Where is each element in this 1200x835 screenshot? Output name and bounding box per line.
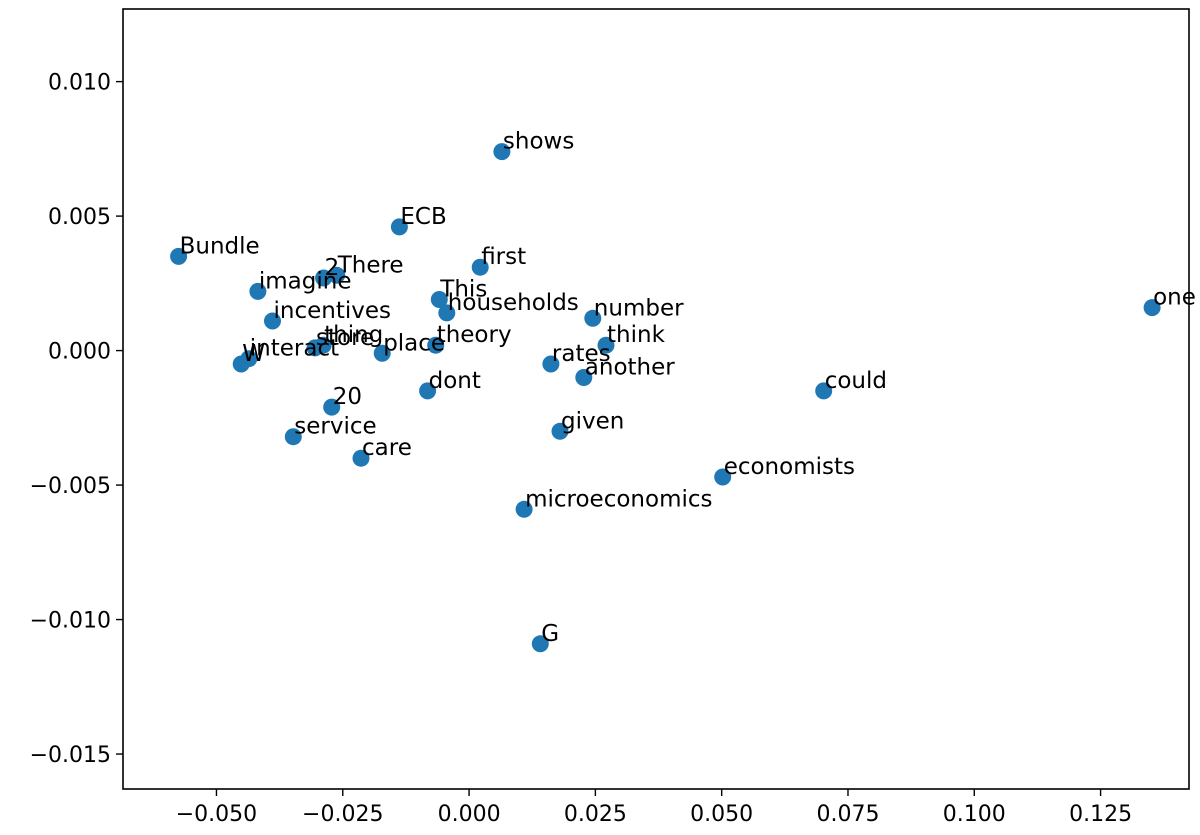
x-tick-label: 0.025 bbox=[564, 802, 627, 827]
point-label-incentives: incentives bbox=[274, 298, 392, 324]
point-w bbox=[232, 355, 250, 373]
point-label-could: could bbox=[825, 368, 887, 394]
point-label-households: households bbox=[448, 290, 579, 316]
point-service bbox=[284, 428, 302, 446]
point-label-ecb: ECB bbox=[400, 204, 446, 230]
point-label-2: 2 bbox=[325, 255, 340, 281]
point-label-shows: shows bbox=[503, 129, 574, 155]
point-store bbox=[306, 339, 324, 357]
point-given bbox=[551, 422, 569, 440]
point-care bbox=[352, 449, 370, 467]
point-label-place: place bbox=[383, 330, 445, 356]
point-label-number: number bbox=[594, 295, 684, 321]
point-label-care: care bbox=[362, 435, 412, 461]
point-label-interact: interact bbox=[250, 336, 339, 362]
point-label-20: 20 bbox=[333, 384, 362, 410]
y-tick-label: −0.005 bbox=[30, 474, 111, 499]
x-tick-label: 0.075 bbox=[816, 802, 879, 827]
point-label-store: store bbox=[316, 325, 374, 351]
point-label-bundle: Bundle bbox=[180, 233, 260, 259]
scatter-points bbox=[170, 143, 1161, 653]
x-axis-ticks: −0.050 −0.025 0.000 0.025 0.050 0.075 0.100 0.1… bbox=[176, 789, 1132, 827]
point-another bbox=[575, 369, 593, 386]
point-label-thing: thing bbox=[324, 322, 383, 348]
point-shows bbox=[493, 143, 511, 161]
point-rates bbox=[542, 355, 560, 373]
y-tick-label: −0.015 bbox=[30, 743, 111, 768]
point-think bbox=[597, 336, 615, 354]
point-imagine bbox=[249, 282, 267, 300]
point-could bbox=[815, 382, 833, 400]
x-tick-label: 0.100 bbox=[943, 802, 1006, 827]
point-label-this: This bbox=[439, 277, 487, 303]
point-20 bbox=[323, 398, 341, 416]
point-bundle bbox=[170, 247, 188, 265]
point-place bbox=[373, 344, 391, 362]
point-label-given: given bbox=[561, 408, 624, 434]
x-tick-label: −0.025 bbox=[302, 802, 383, 827]
point-label-think: think bbox=[607, 322, 666, 348]
x-tick-label: −0.050 bbox=[176, 802, 257, 827]
point-label-economists: economists bbox=[724, 454, 855, 480]
point-incentives bbox=[264, 312, 281, 330]
y-tick-label: 0.005 bbox=[48, 205, 111, 230]
point-label-service: service bbox=[294, 414, 376, 440]
point-label-dont: dont bbox=[429, 368, 481, 394]
y-tick-label: −0.010 bbox=[30, 609, 111, 634]
point-first bbox=[471, 258, 489, 276]
point-economists bbox=[714, 468, 732, 486]
point-microeconomics bbox=[515, 500, 533, 518]
point-households bbox=[438, 304, 456, 322]
point-dont bbox=[419, 382, 437, 400]
y-tick-label: 0.010 bbox=[48, 71, 111, 96]
point-theory bbox=[427, 336, 445, 354]
point-2 bbox=[315, 269, 333, 287]
x-tick-label: 0.050 bbox=[690, 802, 753, 827]
point-label-another: another bbox=[585, 355, 675, 381]
point-label-first: first bbox=[481, 244, 526, 270]
point-label-rates: rates bbox=[552, 341, 611, 367]
point-g bbox=[531, 635, 549, 653]
y-axis-ticks: 0.010 0.005 0.000 −0.005 −0.010 −0.015 bbox=[30, 71, 123, 768]
point-label-there: There bbox=[337, 252, 404, 278]
point-ecb bbox=[390, 218, 408, 236]
x-tick-label: 0.125 bbox=[1069, 802, 1132, 827]
axes-frame bbox=[122, 8, 1190, 790]
point-this bbox=[430, 291, 448, 308]
point-there bbox=[328, 266, 346, 284]
point-label-w: W bbox=[242, 341, 265, 367]
point-one bbox=[1143, 299, 1161, 317]
y-tick-label: 0.000 bbox=[48, 340, 111, 365]
point-number bbox=[584, 309, 602, 327]
point-label-microeconomics: microeconomics bbox=[525, 486, 712, 512]
point-label-g: G bbox=[541, 621, 559, 647]
x-tick-label: 0.000 bbox=[438, 802, 501, 827]
point-label-theory: theory bbox=[437, 322, 512, 348]
point-label-imagine: imagine bbox=[259, 268, 352, 294]
